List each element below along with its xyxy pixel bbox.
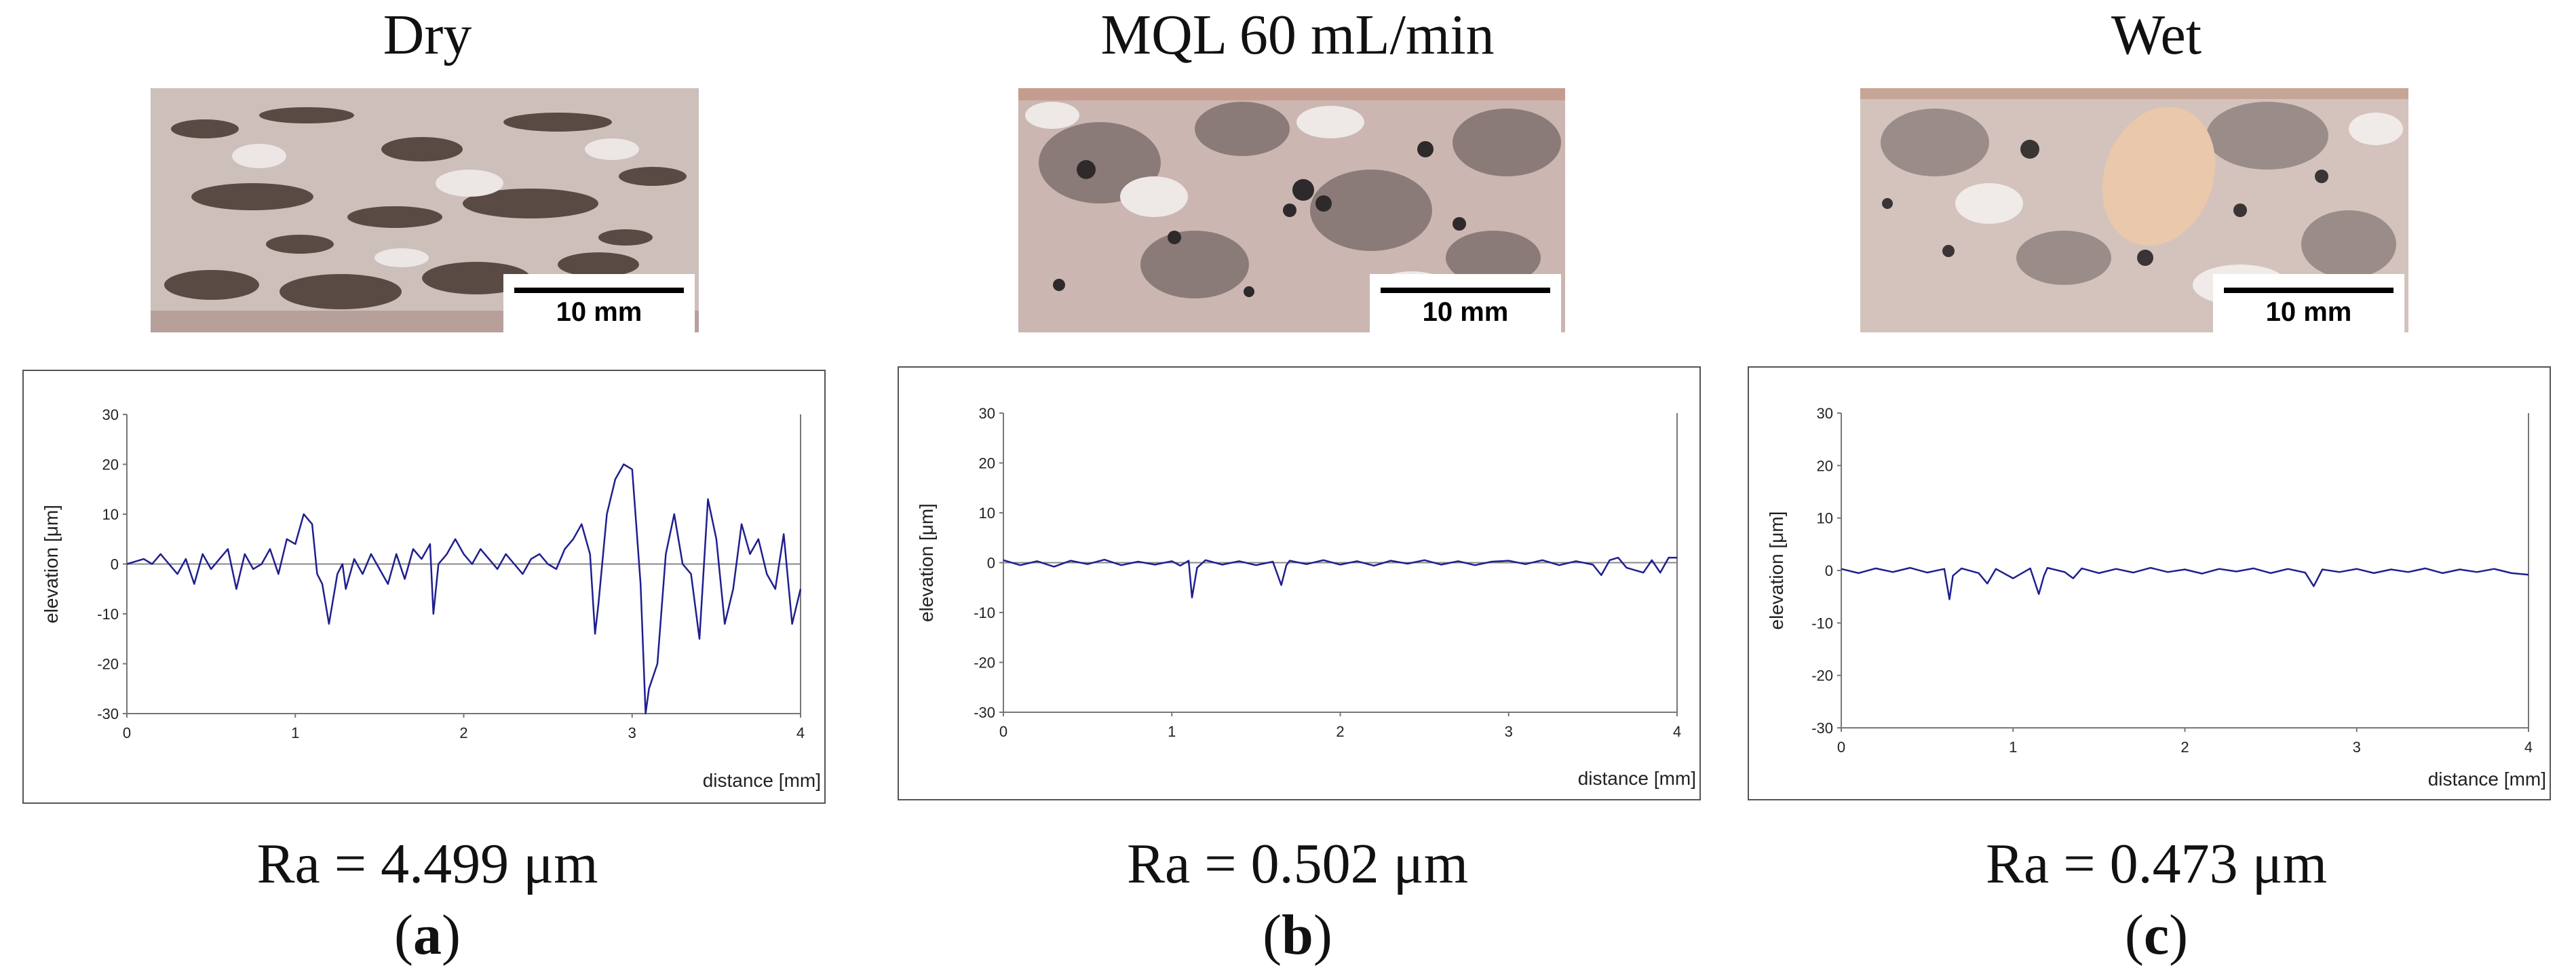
- panel-dry: Dry 10 mm 30 20 10 0 -10 -20 -30 0 1 2 3 4: [0, 0, 855, 970]
- x-tick-label: 1: [2009, 739, 2017, 756]
- y-tick-label: -20: [97, 656, 119, 673]
- x-tick-label: 0: [1837, 739, 1845, 756]
- y-tick-label: -30: [97, 705, 119, 722]
- x-tick-label: 0: [999, 723, 1007, 740]
- scale-bar-label: 10 mm: [556, 297, 642, 327]
- y-tick-label: 20: [1817, 457, 1833, 474]
- panel-mql: MQL 60 mL/min 10 mm 30 20 10: [868, 0, 1727, 970]
- label-letter: c: [2143, 904, 2170, 967]
- profile-line: [1841, 566, 2529, 600]
- x-tick-label: 4: [796, 724, 805, 741]
- scale-bar-line: [2224, 288, 2394, 293]
- y-tick-label: 30: [102, 406, 119, 423]
- x-axis-title: distance [mm]: [1578, 768, 1696, 789]
- surface-photo-mql: 10 mm: [1018, 88, 1565, 332]
- ra-value: Ra = 4.499 μm: [256, 832, 598, 895]
- profile-line: [1003, 556, 1677, 599]
- label-close: ): [1313, 904, 1332, 967]
- y-tick-label: -10: [97, 606, 119, 623]
- x-tick-label: 0: [123, 724, 131, 741]
- scale-bar-line: [514, 288, 684, 293]
- scale-bar: 10 mm: [1370, 274, 1561, 332]
- y-tick-label: 10: [102, 506, 119, 523]
- label-open: (: [394, 904, 413, 967]
- granite-texture-dry: [151, 88, 699, 332]
- y-tick-label: 0: [111, 556, 119, 573]
- x-axis-title: distance [mm]: [703, 770, 821, 791]
- y-axis-title: elevation [μm]: [41, 505, 62, 623]
- profile-chart-dry: 30 20 10 0 -10 -20 -30 0 1 2 3 4 elevation [μm] dista…: [22, 370, 826, 804]
- x-tick-label: 3: [1505, 723, 1513, 740]
- x-tick-label: 1: [1168, 723, 1176, 740]
- profile-line: [126, 463, 802, 715]
- x-axis-title: distance [mm]: [2428, 769, 2546, 790]
- y-tick-label: -10: [1811, 615, 1833, 632]
- scale-bar-label: 10 mm: [1422, 297, 1509, 327]
- y-tick-label: 30: [979, 405, 995, 422]
- panel-wet: Wet 10 mm 30 20 10 0 -10 -20 -30 0 1 2 3 4 elevat: [1737, 0, 2576, 970]
- ra-value: Ra = 0.502 μm: [1126, 832, 1469, 895]
- profile-chart-wet: 30 20 10 0 -10 -20 -30 0 1 2 3 4 elevation [μm] dista…: [1748, 366, 2551, 800]
- y-tick-label: 10: [1817, 510, 1833, 527]
- x-tick-label: 4: [1673, 723, 1681, 740]
- x-tick-label: 1: [291, 724, 299, 741]
- x-tick-label: 2: [1336, 723, 1344, 740]
- y-tick-label: 0: [987, 555, 995, 572]
- y-tick-label: 10: [979, 505, 995, 522]
- condition-title: MQL 60 mL/min: [1100, 3, 1495, 66]
- y-tick-label: 0: [1825, 562, 1833, 579]
- profile-chart-mql: 30 20 10 0 -10 -20 -30 0 1 2 3 4 elevation [μm] dista…: [898, 366, 1701, 800]
- y-tick-label: -20: [1811, 667, 1833, 684]
- label-open: (: [2124, 904, 2144, 967]
- y-tick-label: 20: [979, 455, 995, 472]
- y-tick-label: -20: [974, 655, 995, 672]
- label-close: ): [442, 904, 461, 967]
- panel-label: (c): [1737, 902, 2576, 968]
- panel-label: (b): [868, 902, 1727, 968]
- y-axis-title: elevation [μm]: [916, 503, 937, 622]
- y-tick-label: -30: [1811, 720, 1833, 737]
- label-close: ): [2169, 904, 2189, 967]
- x-tick-label: 3: [2353, 739, 2361, 756]
- scale-bar: 10 mm: [2213, 274, 2404, 332]
- label-letter: b: [1282, 904, 1313, 967]
- condition-title: Wet: [2111, 3, 2202, 66]
- x-tick-label: 3: [628, 724, 636, 741]
- y-tick-label: -30: [974, 704, 995, 721]
- panel-label: (a): [0, 902, 855, 968]
- scale-bar: 10 mm: [503, 274, 695, 332]
- y-tick-label: 20: [102, 457, 119, 473]
- surface-photo-wet: 10 mm: [1860, 88, 2408, 332]
- y-tick-label: 30: [1817, 405, 1833, 422]
- ra-value: Ra = 0.473 μm: [1985, 832, 2328, 895]
- x-tick-label: 2: [459, 724, 467, 741]
- label-letter: a: [413, 904, 442, 967]
- y-axis-title: elevation [μm]: [1766, 511, 1787, 630]
- label-open: (: [1263, 904, 1282, 967]
- condition-title: Dry: [383, 3, 472, 66]
- scale-bar-line: [1381, 288, 1550, 293]
- y-tick-label: -10: [974, 604, 995, 621]
- x-tick-label: 2: [2180, 739, 2189, 756]
- x-tick-label: 4: [2524, 739, 2533, 756]
- surface-photo-dry: 10 mm: [151, 88, 699, 332]
- scale-bar-label: 10 mm: [2265, 297, 2352, 327]
